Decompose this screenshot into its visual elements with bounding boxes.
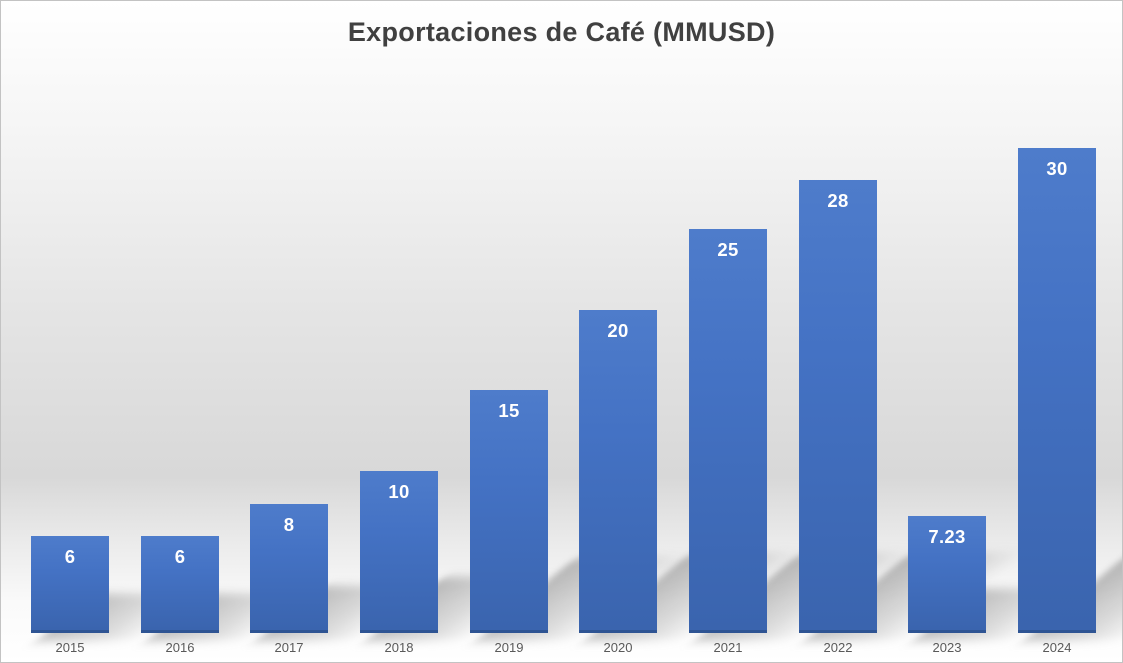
x-axis-label-2021: 2021 [713,640,743,655]
x-axis-label-2018: 2018 [384,640,414,655]
x-axis-label-2020: 2020 [603,640,633,655]
bar-2022: 28 [799,180,877,633]
bar-2020: 20 [579,310,657,633]
bar-2016: 6 [141,536,219,633]
bar-2017: 8 [250,504,328,633]
bar-value-label: 7.23 [928,526,966,547]
bar-2021: 25 [689,229,767,633]
bar-value-label: 15 [498,400,520,421]
chart-title: Exportaciones de Café (MMUSD) [347,17,776,47]
bar-2018: 10 [360,471,438,633]
bar-value-label: 25 [717,239,739,260]
bar-value-label: 6 [64,546,76,567]
bar-2024: 30 [1018,148,1096,633]
bar-value-label: 10 [388,481,410,502]
x-axis-label-2017: 2017 [274,640,304,655]
bar-2023: 7.23 [908,516,986,633]
x-axis-label-2015: 2015 [55,640,85,655]
bar-2019: 15 [470,390,548,633]
x-axis-label-2016: 2016 [165,640,195,655]
x-axis-label-2024: 2024 [1042,640,1072,655]
x-axis-label-2022: 2022 [823,640,853,655]
bar-value-label: 20 [607,320,629,341]
bar-value-label: 30 [1046,158,1068,179]
x-axis-label-2023: 2023 [932,640,962,655]
bar-2015: 6 [31,536,109,633]
bar-value-label: 8 [283,514,295,535]
bar-value-label: 6 [174,546,186,567]
x-axis-label-2019: 2019 [494,640,524,655]
bar-value-label: 28 [827,190,849,211]
